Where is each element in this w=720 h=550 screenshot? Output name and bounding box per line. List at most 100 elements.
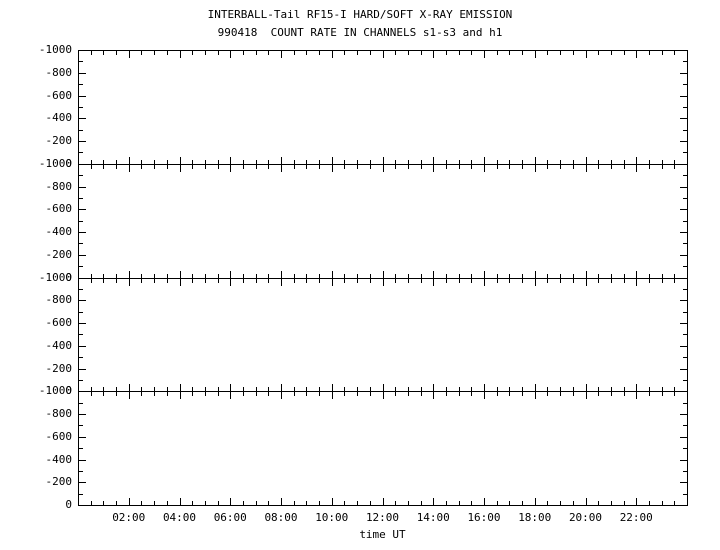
- x-tick-bottom: [116, 273, 117, 279]
- x-tick-top: [218, 163, 219, 169]
- y-tick-right: [683, 312, 688, 313]
- x-tick-top: [294, 163, 295, 169]
- x-tick-bottom: [268, 387, 269, 393]
- y-tick-label: -200: [45, 248, 73, 261]
- x-tick-label: 08:00: [264, 511, 298, 524]
- x-tick-bottom: [446, 273, 447, 279]
- y-tick-label: -800: [45, 407, 73, 420]
- x-tick-bottom: [547, 159, 548, 165]
- x-tick-top: [116, 391, 117, 397]
- x-tick-bottom: [91, 387, 92, 393]
- x-tick-bottom: [522, 273, 523, 279]
- x-tick-label: 20:00: [568, 511, 603, 524]
- x-tick-top: [141, 391, 142, 397]
- x-tick-bottom: [636, 270, 637, 279]
- y-tick-right: [683, 152, 688, 153]
- x-tick-top: [509, 50, 510, 55]
- x-tick-top: [586, 277, 587, 286]
- y-tick-right: [680, 118, 688, 119]
- x-tick-bottom: [446, 501, 447, 506]
- x-tick-top: [611, 277, 612, 283]
- x-tick-bottom: [129, 384, 130, 393]
- x-tick-top: [180, 391, 181, 400]
- x-axis-caption: time UT: [359, 528, 406, 541]
- x-tick-bottom: [268, 501, 269, 506]
- x-tick-top: [446, 391, 447, 397]
- y-tick-left: [78, 391, 86, 392]
- x-tick-label: 10:00: [315, 511, 349, 524]
- x-tick-bottom: [281, 270, 282, 279]
- x-tick-bottom: [446, 387, 447, 393]
- x-tick-top: [141, 277, 142, 283]
- x-tick-top: [357, 163, 358, 169]
- y-tick-right: [680, 414, 688, 415]
- x-tick-bottom: [218, 159, 219, 165]
- x-tick-top: [103, 391, 104, 397]
- y-tick-right: [680, 255, 688, 256]
- x-tick-bottom: [624, 273, 625, 279]
- x-tick-top: [535, 391, 536, 400]
- x-tick-bottom: [674, 273, 675, 279]
- x-tick-top: [192, 163, 193, 169]
- x-tick-top: [116, 277, 117, 283]
- y-tick-left: [78, 141, 86, 142]
- x-tick-bottom: [535, 156, 536, 165]
- y-tick-right: [683, 403, 688, 404]
- y-tick-left: [78, 460, 86, 461]
- x-tick-top: [344, 163, 345, 169]
- x-tick-bottom: [497, 387, 498, 393]
- x-tick-top: [281, 277, 282, 286]
- x-tick-bottom: [433, 498, 434, 506]
- x-tick-top: [522, 277, 523, 283]
- x-tick-top: [586, 391, 587, 400]
- x-tick-top: [218, 277, 219, 283]
- x-tick-top: [649, 277, 650, 283]
- x-tick-bottom: [497, 159, 498, 165]
- x-tick-bottom: [484, 498, 485, 506]
- x-tick-bottom: [471, 387, 472, 393]
- y-tick-left: [78, 243, 83, 244]
- y-tick-right: [683, 494, 688, 495]
- x-tick-top: [294, 391, 295, 397]
- x-tick-bottom: [370, 501, 371, 506]
- x-tick-bottom: [319, 501, 320, 506]
- x-tick-bottom: [306, 501, 307, 506]
- x-tick-top: [586, 163, 587, 172]
- x-tick-top: [243, 391, 244, 397]
- x-tick-top: [141, 163, 142, 169]
- x-tick-bottom: [433, 384, 434, 393]
- y-tick-label: -1000: [38, 384, 72, 397]
- y-tick-left: [78, 73, 86, 74]
- x-tick-bottom: [573, 159, 574, 165]
- y-tick-right: [683, 334, 688, 335]
- y-tick-left: [78, 505, 86, 506]
- x-tick-top: [256, 50, 257, 55]
- x-tick-bottom: [243, 273, 244, 279]
- x-tick-bottom: [129, 498, 130, 506]
- x-tick-bottom: [522, 159, 523, 165]
- x-tick-bottom: [78, 498, 79, 506]
- x-tick-bottom: [649, 387, 650, 393]
- x-tick-bottom: [471, 159, 472, 165]
- x-tick-top: [306, 277, 307, 283]
- x-tick-top: [256, 163, 257, 169]
- y-tick-right: [683, 266, 688, 267]
- x-tick-top: [268, 391, 269, 397]
- x-tick-bottom: [103, 387, 104, 393]
- y-tick-left: [78, 471, 83, 472]
- x-tick-bottom: [294, 273, 295, 279]
- x-tick-top: [509, 391, 510, 397]
- y-tick-label: -1000: [38, 271, 72, 284]
- x-tick-bottom: [383, 498, 384, 506]
- x-tick-bottom: [294, 159, 295, 165]
- plot-panel-4: [78, 391, 688, 506]
- x-tick-top: [129, 277, 130, 286]
- x-tick-bottom: [547, 387, 548, 393]
- x-tick-bottom: [535, 384, 536, 393]
- x-tick-label: 14:00: [416, 511, 450, 524]
- x-tick-top: [598, 391, 599, 397]
- y-tick-right: [683, 130, 688, 131]
- x-tick-bottom: [421, 387, 422, 393]
- x-tick-bottom: [103, 501, 104, 506]
- x-tick-top: [674, 277, 675, 283]
